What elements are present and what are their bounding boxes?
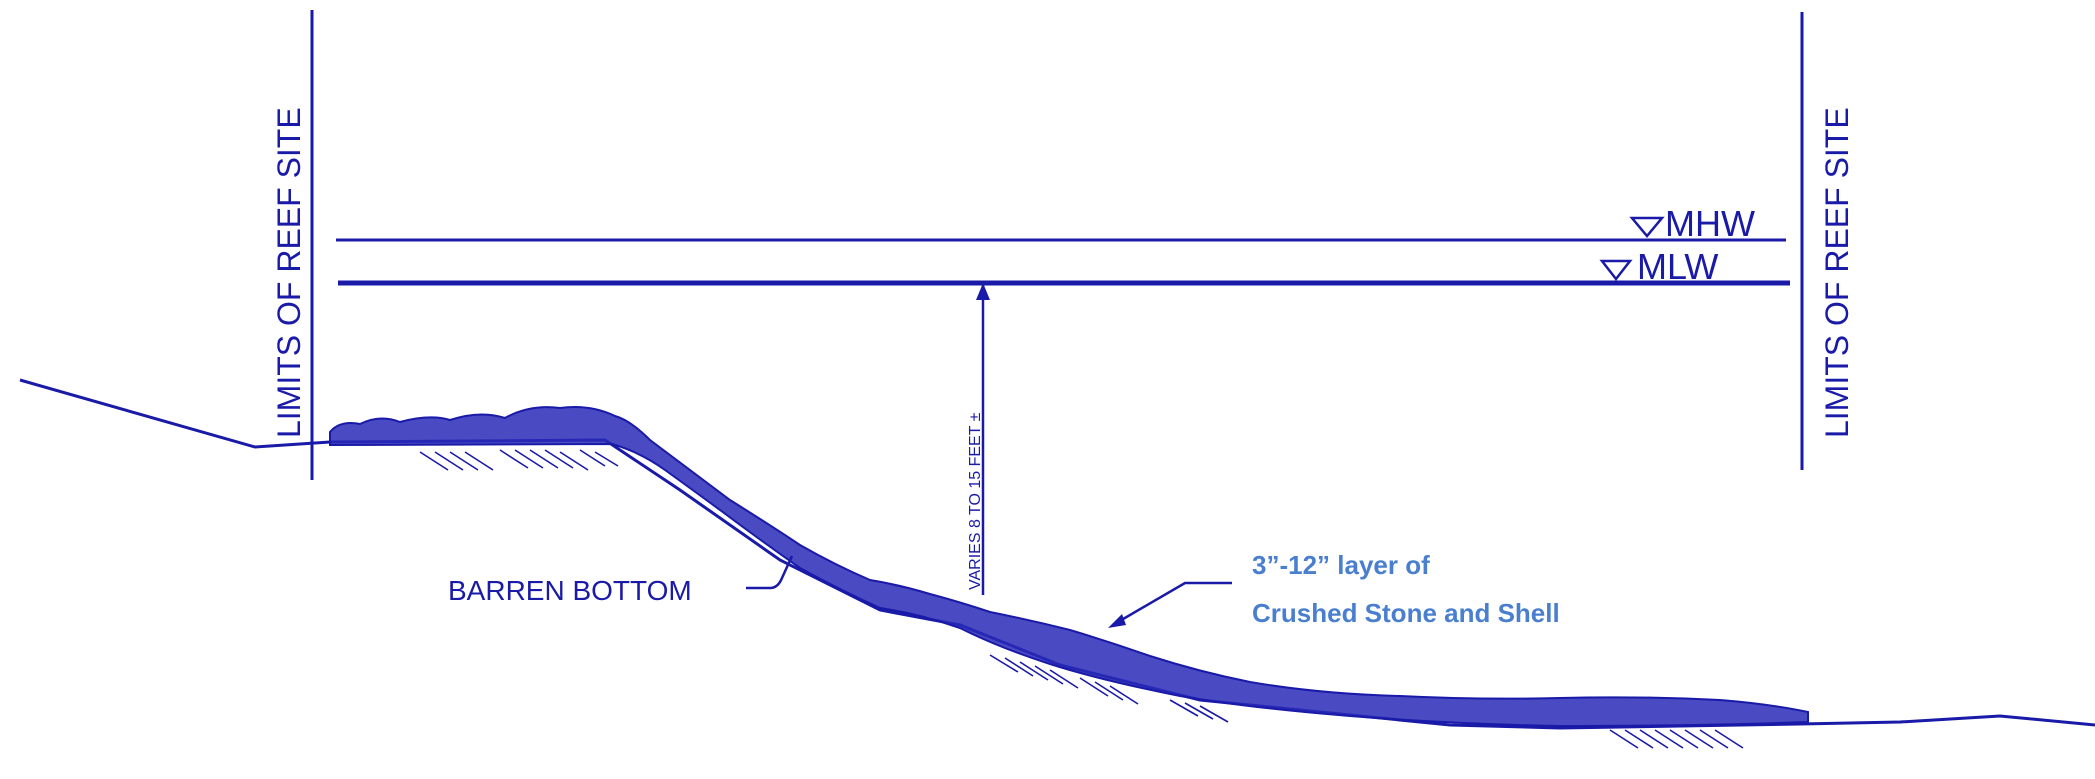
layer-note-arrow-icon [1108,614,1126,628]
limit-label-right: LIMITS OF REEF SITE [1819,107,1855,438]
barren-bottom-label: BARREN BOTTOM [448,575,692,606]
depth-label: VARIES 8 TO 15 FEET ± [967,412,984,590]
mhw-label: MHW [1665,203,1755,244]
mlw-triangle-icon [1599,259,1633,282]
limit-label-left: LIMITS OF REEF SITE [271,107,307,438]
stone-shell-layer [329,406,1809,728]
mhw-triangle-icon [1629,216,1665,238]
layer-note-leader [1117,581,1232,624]
layer-note-line1: 3”-12” layer of [1252,550,1430,580]
barren-bottom-leader [746,555,794,590]
mlw-label: MLW [1637,246,1718,287]
depth-arrow-icon [976,283,990,300]
layer-note-line2: Crushed Stone and Shell [1252,598,1560,628]
seabed-hatching [419,449,1744,749]
